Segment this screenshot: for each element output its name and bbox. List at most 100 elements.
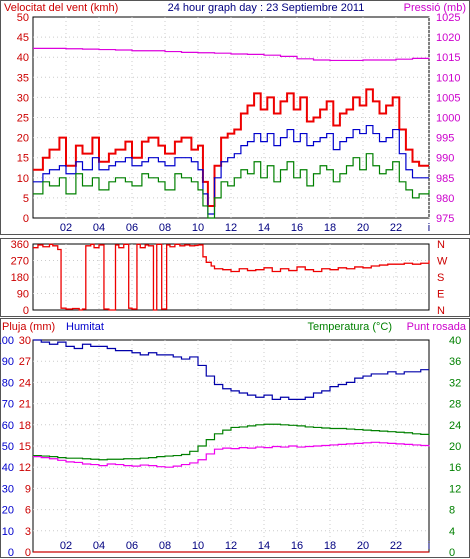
- panel1-x-tick: 06: [126, 222, 138, 234]
- panel3-x-tick: 08: [159, 540, 171, 552]
- rain-tick: 9: [25, 483, 31, 495]
- panel2-left-tick: 360: [11, 239, 29, 251]
- panel2-right-tick: N: [437, 305, 445, 317]
- panel3-series-2-line: [33, 423, 430, 461]
- temperature-tick: 16: [449, 462, 461, 474]
- panel1-series-1-line: [33, 88, 429, 207]
- panel1-left-tick: 30: [17, 92, 29, 104]
- panel1-left-tick: 35: [17, 72, 29, 84]
- humidity-tick: 80: [2, 377, 14, 389]
- rain-tick: 30: [19, 335, 31, 347]
- panel3-x-tick: i: [428, 540, 430, 552]
- rain-tick: 0: [25, 547, 31, 559]
- rain-tick: 27: [19, 356, 31, 368]
- temperature-tick: 24: [449, 420, 461, 432]
- rain-tick: 3: [25, 526, 31, 538]
- temperature-tick: 4: [449, 526, 455, 538]
- rain-tick: 15: [19, 441, 31, 453]
- panel2-right-tick: S: [437, 272, 444, 284]
- panel1-left-tick: 40: [17, 52, 29, 64]
- humidity-tick: 100: [0, 335, 14, 347]
- rain-tick: 18: [19, 420, 31, 432]
- humidity-tick: 50: [2, 441, 14, 453]
- panel1-x-tick: 18: [324, 222, 336, 234]
- rain-tick: 21: [19, 399, 31, 411]
- panel1-x-tick: 02: [60, 222, 72, 234]
- humidity-axis-label: Humitat: [66, 321, 104, 333]
- panel1-x-tick: 16: [291, 222, 303, 234]
- temperature-tick: 28: [449, 399, 461, 411]
- wind-axis-label: Velocitat del vent (kmh): [4, 2, 118, 14]
- panel3-x-tick: 02: [60, 540, 72, 552]
- temperature-tick: 36: [449, 356, 461, 368]
- temperature-axis-label: Temperatura (°C): [308, 321, 392, 333]
- temperature-tick: 32: [449, 377, 461, 389]
- panel1-series-2-line: [33, 124, 429, 215]
- humidity-tick: 20: [2, 505, 14, 517]
- panel3-x-tick: 20: [357, 540, 369, 552]
- panel1-right-tick: 990: [436, 153, 454, 165]
- panel1-right-tick: 1020: [436, 32, 460, 44]
- humidity-tick: 10: [2, 526, 14, 538]
- humidity-tick: 40: [2, 462, 14, 474]
- humidity-tick: 60: [2, 420, 14, 432]
- panel3-series-1-line: [33, 339, 429, 400]
- panel3-x-tick: 18: [324, 540, 336, 552]
- graph-title: 24 hour graph day : 23 Septiembre 2011: [168, 2, 365, 14]
- panel3-x-tick: 12: [225, 540, 237, 552]
- panel3-x-tick: 14: [258, 540, 270, 552]
- panel1-x-tick: 22: [390, 222, 402, 234]
- rain-tick: 12: [19, 462, 31, 474]
- panel1-x-tick: 12: [225, 222, 237, 234]
- panel1-left-tick: 45: [17, 32, 29, 44]
- panel1-right-tick: 995: [436, 133, 454, 145]
- panel1-x-tick: 10: [192, 222, 204, 234]
- panel3-x-tick: 10: [192, 540, 204, 552]
- temperature-tick: 0: [449, 547, 455, 559]
- dewpoint-axis-label: Punt rosada: [407, 321, 467, 333]
- panel1-series-3-line: [33, 153, 430, 219]
- panel2-left-tick: 270: [11, 256, 29, 268]
- panel1-x-tick: 04: [93, 222, 105, 234]
- panel1-right-tick: 1000: [436, 113, 460, 125]
- panel1-right-tick: 1015: [436, 52, 460, 64]
- panel3-x-tick: 04: [93, 540, 105, 552]
- panel1-right-tick: 1025: [436, 12, 460, 24]
- temperature-tick: 12: [449, 483, 461, 495]
- panel1-left-tick: 10: [17, 173, 29, 185]
- panel2-left-tick: 90: [17, 289, 29, 301]
- panel1-right-tick: 975: [436, 213, 454, 225]
- panel3-x-tick: 16: [291, 540, 303, 552]
- panel3-series-3-line: [33, 441, 430, 468]
- panel1-left-tick: 50: [17, 12, 29, 24]
- panel1-left-tick: 0: [23, 213, 29, 225]
- humidity-tick: 0: [8, 547, 14, 559]
- panel1-right-tick: 1005: [436, 92, 460, 104]
- temperature-tick: 8: [449, 505, 455, 517]
- panel2-left-tick: 0: [23, 305, 29, 317]
- rain-axis-label: Pluja (mm): [2, 321, 55, 333]
- humidity-tick: 90: [2, 356, 14, 368]
- panel1-right-tick: 985: [436, 173, 454, 185]
- panel1-x-tick: 08: [159, 222, 171, 234]
- panel1-x-tick: 14: [258, 222, 270, 234]
- panel1-x-tick: i: [428, 222, 430, 234]
- panel1-left-tick: 15: [17, 153, 29, 165]
- rain-tick: 24: [19, 377, 31, 389]
- temperature-tick: 20: [449, 441, 461, 453]
- humidity-tick: 30: [2, 483, 14, 495]
- panel2-right-tick: W: [437, 256, 448, 268]
- temperature-tick: 40: [449, 335, 461, 347]
- panel1-left-tick: 5: [23, 193, 29, 205]
- panel3-x-tick: 06: [126, 540, 138, 552]
- rain-tick: 6: [25, 505, 31, 517]
- panel1-left-tick: 20: [17, 133, 29, 145]
- panel1-right-tick: 980: [436, 193, 454, 205]
- panel3-x-tick: 22: [390, 540, 402, 552]
- panel2-right-tick: N: [437, 239, 445, 251]
- panel2-series-1-line: [33, 243, 430, 311]
- humidity-tick: 70: [2, 399, 14, 411]
- panel2-right-tick: E: [437, 289, 444, 301]
- panel1-x-tick: 20: [357, 222, 369, 234]
